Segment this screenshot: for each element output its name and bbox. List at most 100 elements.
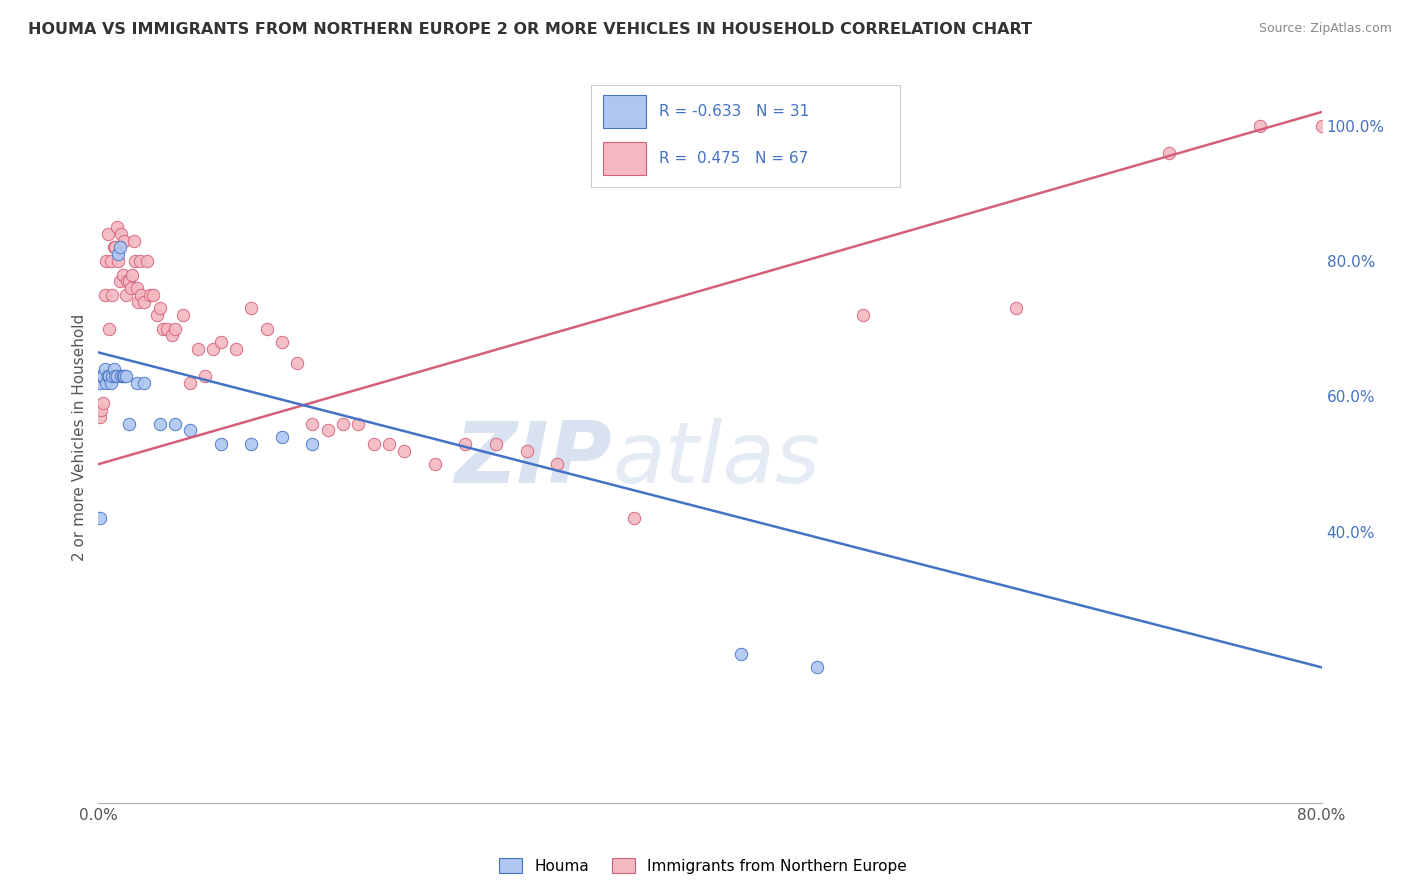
FancyBboxPatch shape	[603, 142, 647, 175]
Point	[240, 301, 263, 316]
Point	[118, 274, 141, 288]
Point	[98, 369, 121, 384]
Point	[454, 437, 477, 451]
Point	[129, 288, 152, 302]
Point	[301, 417, 323, 431]
Point	[90, 403, 112, 417]
Point	[103, 240, 125, 254]
Point	[122, 234, 145, 248]
Point	[89, 376, 111, 390]
Text: atlas: atlas	[612, 417, 820, 500]
Point	[852, 308, 875, 322]
Point	[98, 322, 121, 336]
Point	[149, 417, 172, 431]
Point	[115, 288, 138, 302]
Point	[423, 457, 446, 471]
Point	[120, 281, 142, 295]
Point	[806, 660, 828, 674]
Text: ZIP: ZIP	[454, 417, 612, 500]
Point	[101, 288, 124, 302]
Point	[179, 376, 201, 390]
Point	[378, 437, 401, 451]
Point	[152, 322, 174, 336]
Point	[187, 342, 209, 356]
Point	[128, 254, 150, 268]
Point	[163, 417, 186, 431]
Point	[112, 234, 135, 248]
Point	[101, 369, 124, 384]
Point	[115, 369, 138, 384]
Point	[103, 362, 125, 376]
Point	[125, 376, 148, 390]
Point	[202, 342, 225, 356]
Point	[93, 362, 115, 376]
Point	[546, 457, 568, 471]
Point	[125, 281, 148, 295]
Point	[117, 274, 139, 288]
Point	[90, 369, 112, 384]
Point	[347, 417, 370, 431]
Point	[136, 254, 159, 268]
Point	[516, 443, 538, 458]
Point	[104, 240, 127, 254]
Text: R = -0.633   N = 31: R = -0.633 N = 31	[658, 103, 808, 119]
Point	[270, 335, 292, 350]
Point	[110, 227, 132, 241]
Point	[392, 443, 416, 458]
Point	[93, 288, 115, 302]
Point	[163, 322, 186, 336]
Point	[142, 288, 165, 302]
Text: Source: ZipAtlas.com: Source: ZipAtlas.com	[1258, 22, 1392, 36]
Point	[270, 430, 292, 444]
Point	[363, 437, 385, 451]
Point	[256, 322, 278, 336]
Point	[285, 355, 308, 369]
Point	[134, 294, 156, 309]
Point	[97, 227, 120, 241]
Point	[139, 288, 162, 302]
Point	[107, 254, 129, 268]
Point	[97, 369, 120, 384]
Point	[156, 322, 179, 336]
Point	[104, 369, 127, 384]
Point	[240, 437, 263, 451]
Point	[316, 423, 339, 437]
Point	[1249, 119, 1271, 133]
Point	[121, 268, 143, 282]
Point	[94, 376, 117, 390]
Point	[225, 342, 247, 356]
Text: HOUMA VS IMMIGRANTS FROM NORTHERN EUROPE 2 OR MORE VEHICLES IN HOUSEHOLD CORRELA: HOUMA VS IMMIGRANTS FROM NORTHERN EUROPE…	[28, 22, 1032, 37]
Point	[108, 274, 131, 288]
Point	[127, 294, 149, 309]
Point	[91, 396, 114, 410]
Point	[91, 369, 114, 384]
Point	[89, 409, 111, 424]
Point	[111, 268, 134, 282]
Point	[194, 369, 217, 384]
Point	[1004, 301, 1026, 316]
Point	[118, 417, 141, 431]
Point	[111, 369, 134, 384]
FancyBboxPatch shape	[603, 95, 647, 128]
Point	[160, 328, 183, 343]
Point	[89, 511, 111, 525]
Point	[105, 220, 128, 235]
Point	[332, 417, 354, 431]
Point	[179, 423, 201, 437]
Legend: Houma, Immigrants from Northern Europe: Houma, Immigrants from Northern Europe	[494, 852, 912, 880]
Point	[1310, 119, 1333, 133]
Point	[730, 647, 752, 661]
Y-axis label: 2 or more Vehicles in Household: 2 or more Vehicles in Household	[72, 313, 87, 561]
Point	[124, 254, 146, 268]
Point	[149, 301, 172, 316]
Point	[100, 254, 122, 268]
Point	[301, 437, 323, 451]
Point	[209, 437, 232, 451]
Point	[134, 376, 156, 390]
Point	[1157, 145, 1180, 160]
Point	[145, 308, 167, 322]
Text: R =  0.475   N = 67: R = 0.475 N = 67	[658, 151, 808, 166]
Point	[112, 369, 135, 384]
Point	[172, 308, 194, 322]
Point	[107, 247, 129, 261]
